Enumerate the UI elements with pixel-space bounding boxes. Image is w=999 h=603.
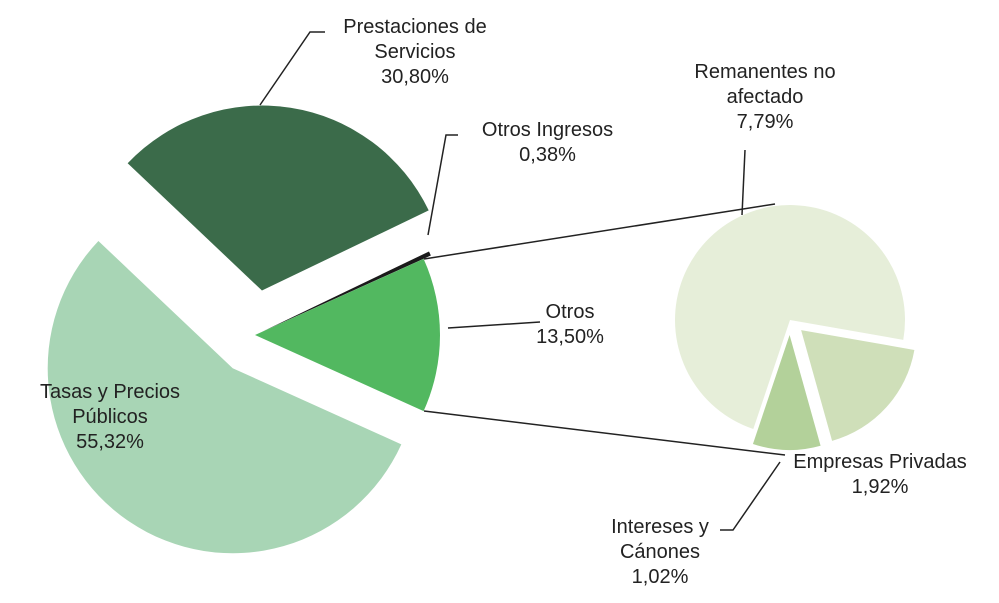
slice-label: Otros Ingresos 0,38%: [455, 118, 640, 168]
slice-name: Prestaciones de Servicios: [343, 16, 487, 63]
slice-name: Empresas Privadas: [793, 451, 967, 473]
slice-label: Remanentes no afectado 7,79%: [670, 60, 860, 135]
pie-slice: [255, 258, 440, 412]
slice-label: Otros 13,50%: [510, 300, 630, 350]
slice-name: Otros Ingresos: [481, 119, 614, 141]
slice-value: 0,38%: [519, 144, 576, 166]
slice-label: Intereses y Cánones 1,02%: [590, 515, 730, 590]
connector-line: [423, 203, 776, 260]
pie-slice: [801, 330, 915, 441]
leader-line: [427, 134, 458, 236]
leader-line: [447, 321, 541, 329]
slice-value: 30,80%: [381, 66, 449, 88]
leader-line: [741, 149, 746, 216]
slice-value: 1,92%: [851, 476, 909, 498]
leader-line: [259, 31, 325, 106]
slice-name: Tasas y Precios Públicos: [39, 381, 181, 428]
slice-value: 55,32%: [76, 431, 144, 453]
pie-slice: [675, 205, 905, 429]
pie-slice: [127, 105, 429, 291]
slice-name: Intereses y Cánones: [611, 516, 709, 563]
pie-slice: [752, 334, 821, 450]
slice-label: Tasas y Precios Públicos 55,32%: [25, 380, 195, 455]
pie-slice: [47, 240, 402, 554]
slice-label: Empresas Privadas 1,92%: [780, 450, 980, 500]
slice-name: Remanentes no afectado: [694, 61, 836, 108]
slice-value: 7,79%: [736, 111, 794, 133]
leader-line: [720, 461, 781, 531]
slice-name: Otros: [545, 301, 595, 323]
connector-line: [423, 410, 786, 456]
pie-slice: [262, 251, 431, 332]
slice-value: 13,50%: [536, 326, 604, 348]
slice-label: Prestaciones de Servicios 30,80%: [320, 15, 510, 90]
slice-value: 1,02%: [631, 566, 689, 588]
